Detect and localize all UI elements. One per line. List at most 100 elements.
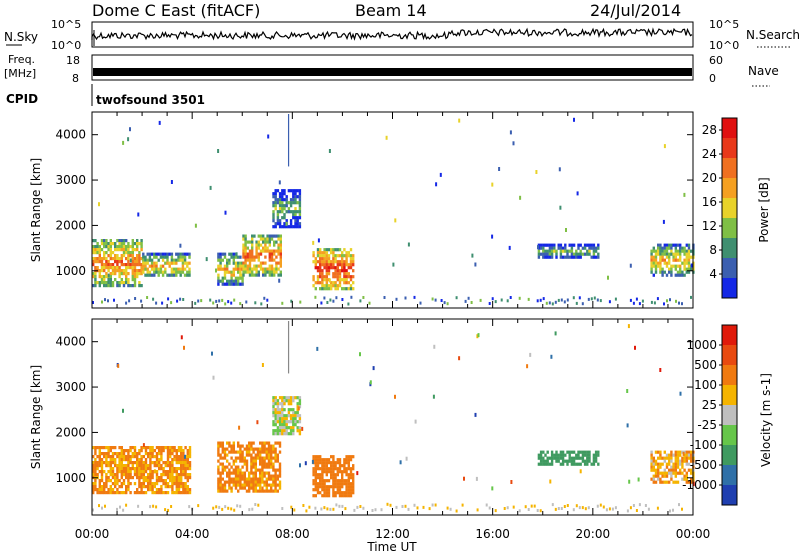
echo-cell	[221, 282, 224, 286]
scatter-cell	[431, 503, 434, 507]
echo-cell	[105, 272, 108, 276]
echo-cell	[257, 264, 260, 268]
echo-cell	[255, 267, 258, 271]
y-tick-label: 2000	[55, 425, 86, 439]
echo-cell	[228, 270, 231, 274]
echo-cell	[597, 453, 600, 457]
echo-cell	[323, 461, 326, 465]
scatter-cell	[299, 300, 302, 304]
scatter-cell	[416, 506, 419, 510]
echo-cell	[241, 276, 244, 280]
echo-cell	[264, 249, 267, 253]
echo-cell	[162, 467, 165, 471]
echo-cell	[661, 456, 664, 460]
echo-cell	[122, 269, 126, 273]
echo-cell	[239, 477, 242, 481]
colorbar-segment	[722, 198, 737, 218]
scatter-cell	[176, 299, 179, 303]
echo-cell	[670, 264, 673, 268]
echo-cell	[98, 275, 101, 279]
echo-cell	[336, 287, 339, 291]
echo-cell	[217, 489, 220, 493]
echo-cell	[685, 462, 688, 466]
echo-cell	[654, 270, 658, 274]
echo-cell	[153, 252, 156, 256]
echo-cell	[674, 450, 677, 454]
echo-cell	[321, 278, 324, 282]
echo-cell	[586, 456, 589, 460]
nsearch-label: N.Search	[746, 28, 800, 42]
echo-cell	[289, 426, 293, 430]
echo-cell	[317, 238, 320, 243]
echo-cell	[347, 272, 350, 276]
echo-cell	[572, 450, 576, 454]
echo-cell	[663, 471, 666, 475]
echo-cell	[345, 458, 348, 462]
echo-cell	[230, 477, 233, 481]
echo-cell	[107, 452, 110, 456]
echo-cell	[294, 216, 297, 220]
echo-cell	[122, 470, 126, 474]
echo-cell	[312, 455, 315, 459]
echo-cell	[266, 234, 269, 238]
echo-cell	[182, 449, 185, 453]
scatter-cell	[200, 299, 203, 303]
scatter-cell	[470, 301, 473, 304]
echo-cell	[239, 264, 242, 268]
echo-cell	[687, 270, 691, 274]
echo-cell	[168, 252, 171, 256]
echo-cell	[283, 414, 286, 418]
echo-cell	[575, 456, 578, 460]
echo-cell	[292, 426, 295, 430]
echo-cell	[292, 189, 295, 193]
echo-cell	[345, 287, 348, 291]
echo-cell	[147, 476, 150, 480]
echo-cell	[278, 219, 282, 223]
echo-cell	[316, 455, 320, 459]
echo-cell	[107, 248, 110, 252]
echo-cell	[559, 450, 563, 454]
echo-cell	[316, 485, 320, 489]
echo-cell	[650, 462, 653, 466]
echo-cell	[277, 246, 280, 250]
echo-cell	[347, 473, 350, 477]
echo-cell	[148, 258, 152, 262]
echo-cell	[594, 249, 598, 253]
echo-cell	[259, 459, 262, 463]
echo-cell	[336, 284, 339, 288]
echo-cell	[243, 474, 246, 478]
echo-cell	[221, 279, 224, 283]
echo-cell	[296, 408, 299, 412]
echo-cell	[327, 284, 331, 288]
echo-cell	[169, 464, 172, 468]
echo-cell	[338, 458, 342, 462]
echo-cell	[150, 264, 154, 268]
scatter-cell	[578, 506, 581, 510]
echo-cell	[228, 477, 231, 481]
echo-cell	[685, 477, 688, 481]
echo-cell	[151, 482, 154, 486]
echo-cell	[142, 455, 145, 459]
echo-cell	[572, 252, 576, 256]
scatter-cell	[101, 300, 103, 304]
echo-cell	[550, 459, 554, 463]
echo-cell	[321, 488, 324, 492]
echo-cell	[336, 260, 339, 264]
echo-cell	[298, 426, 302, 430]
echo-cell	[239, 261, 242, 265]
colorbar-segment	[722, 425, 737, 445]
echo-cell	[278, 423, 282, 427]
echo-cell	[491, 182, 494, 187]
echo-cell	[277, 261, 280, 265]
echo-cell	[184, 446, 187, 450]
echo-cell	[296, 426, 299, 430]
echo-cell	[226, 261, 229, 265]
echo-cell	[314, 488, 317, 492]
scatter-cell	[152, 504, 155, 508]
echo-cell	[228, 252, 231, 256]
nsky-label: N.Sky	[4, 30, 38, 44]
echo-cell	[171, 476, 174, 480]
echo-cell	[550, 249, 554, 253]
echo-cell	[325, 464, 328, 468]
echo-cell	[663, 468, 666, 472]
